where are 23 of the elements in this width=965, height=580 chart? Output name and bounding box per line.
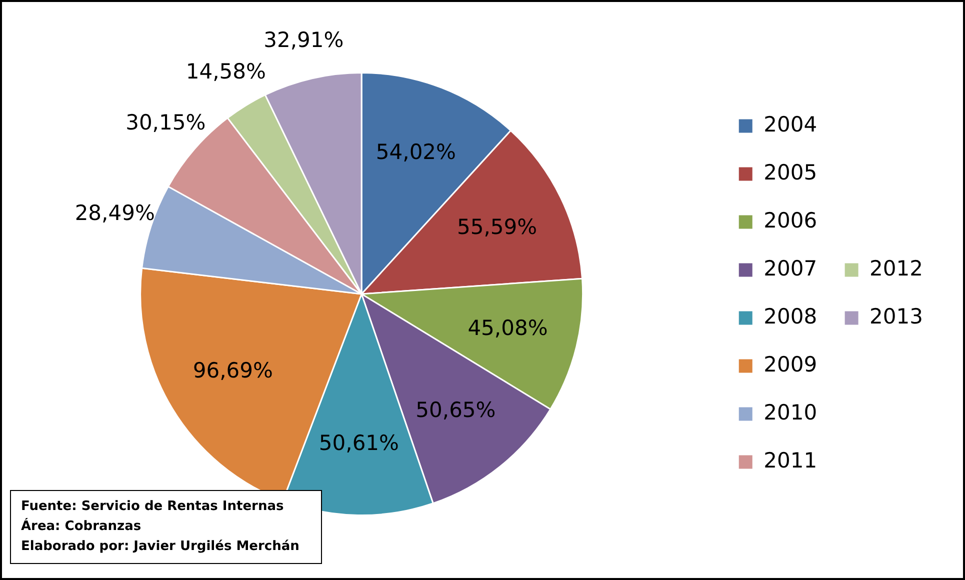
data-label: 55,59% (456, 214, 538, 239)
legend-label: 2004 (764, 112, 818, 136)
legend-label: 2011 (764, 448, 818, 472)
legend-label: 2010 (764, 400, 818, 424)
data-label: 50,61% (318, 430, 399, 455)
legend-label: 2007 (764, 256, 818, 280)
legend-label: 2008 (764, 304, 818, 328)
legend-label: 2005 (764, 160, 818, 184)
text: Elaborado por: Javier Urgilés Merchán (21, 538, 300, 556)
data-label: 32,91% (264, 28, 344, 52)
text: Área: Cobranzas (21, 517, 142, 536)
data-label: 28,49% (74, 200, 155, 225)
data-label: 14,58% (186, 60, 266, 84)
legend-label: 2012 (870, 256, 924, 280)
data-label: 45,08% (468, 316, 548, 340)
data-label: 54,02% (376, 140, 456, 164)
data-label: 50,65% (416, 398, 496, 422)
source-note: Fuente: Servicio de Rentas Internas (21, 498, 285, 516)
data-label: 96,69% (192, 358, 273, 382)
legend-label: 2013 (870, 304, 924, 328)
data-label: 30,15% (126, 110, 206, 135)
legend-label: 2009 (764, 352, 818, 376)
legend-label: 2006 (764, 208, 818, 232)
